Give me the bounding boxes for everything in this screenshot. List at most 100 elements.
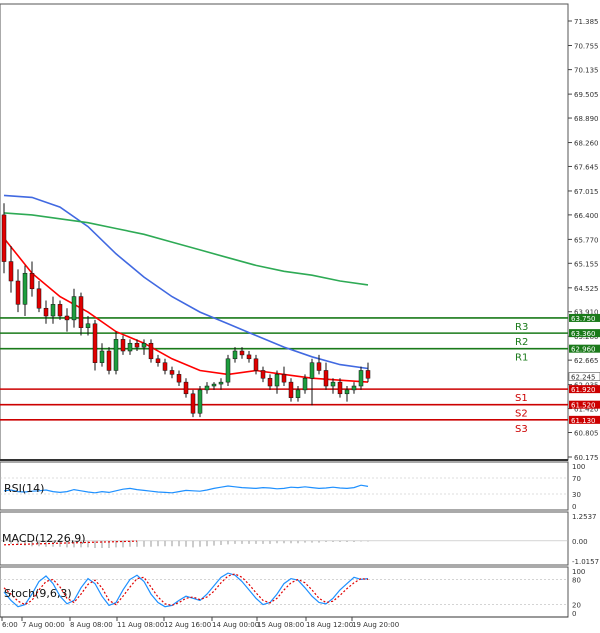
main-panel-frame xyxy=(0,3,569,461)
price-tick-label: 70.755 xyxy=(574,43,599,51)
price-tick-label: 62.665 xyxy=(574,357,599,365)
candle-down xyxy=(176,374,182,383)
time-tick-label: 18 Aug 12:00 xyxy=(306,621,353,629)
time-tick-label: 7 Aug 00:00 xyxy=(22,621,65,629)
candle-up xyxy=(141,342,147,348)
candle-down xyxy=(281,374,287,383)
candle-down xyxy=(323,370,329,387)
current-price-tag-bg xyxy=(568,372,600,381)
indicator-tick-label: 0 xyxy=(572,610,576,618)
candle-down xyxy=(169,370,175,375)
axis-labels: 71.385 70.755 70.135 69.505 68.890 68.260 67.6… xyxy=(1,18,600,629)
price-tick-label: 61.420 xyxy=(574,406,599,414)
moving-average-line xyxy=(3,237,369,383)
current-price-tag: 62.245 xyxy=(571,373,596,381)
rsi-title: RSI(14) xyxy=(4,482,44,495)
level-price-tag-bg xyxy=(569,400,600,409)
candle-down xyxy=(148,342,154,360)
candle-up xyxy=(127,342,133,352)
price-tick-label: 67.015 xyxy=(574,188,599,196)
time-tick-label: 14 Aug 00:00 xyxy=(212,621,259,629)
time-tick-label: 8 Aug 08:00 xyxy=(70,621,113,629)
macd-title: MACD(12,26,9) xyxy=(2,532,86,545)
level-price-tag: 63.360 xyxy=(571,330,596,338)
level-price-tag-bg xyxy=(569,344,600,353)
price-tick-label: 64.525 xyxy=(574,285,599,293)
candle-down xyxy=(8,261,14,282)
candle-up xyxy=(99,350,105,363)
stoch-k-line xyxy=(3,572,369,608)
candle-up xyxy=(225,358,231,383)
candle-up xyxy=(358,370,364,387)
candle-down xyxy=(29,272,35,290)
candle-down xyxy=(92,323,98,363)
price-tick-label: 68.890 xyxy=(574,115,599,123)
candle-up xyxy=(85,323,91,328)
price-tick-label: 66.400 xyxy=(574,212,599,220)
candle-up xyxy=(218,381,224,385)
candle-down xyxy=(1,214,7,262)
level-price-tag-bg xyxy=(569,313,600,322)
candle-down xyxy=(57,304,63,317)
candle-down xyxy=(253,358,259,371)
candle-up xyxy=(22,272,28,305)
stoch-d-line xyxy=(3,573,369,607)
candle-down xyxy=(246,354,252,360)
candle-down xyxy=(64,315,70,321)
level-price-tag: 63.750 xyxy=(571,315,596,323)
price-tick-label: 69.505 xyxy=(574,91,599,99)
moving-average-line xyxy=(3,194,369,370)
indicator-tick-label: 100 xyxy=(572,568,585,576)
level-label-r2: R2 xyxy=(515,337,528,348)
rsi-panel-frame xyxy=(0,461,569,511)
price-tick-label: 60.805 xyxy=(574,429,599,437)
candle-down xyxy=(78,296,84,328)
level-label-s2: S2 xyxy=(515,409,528,420)
level-label-s1: S1 xyxy=(515,393,528,404)
time-tick-label: 19 Aug 20:00 xyxy=(352,621,399,629)
macd-panel-frame xyxy=(0,511,569,566)
stoch-panel-frame xyxy=(0,566,569,618)
time-tick-label: 12 Aug 16:00 xyxy=(164,621,211,629)
indicator-tick-label: 1.2537 xyxy=(572,513,597,521)
candle-up xyxy=(330,381,336,387)
price-tick-label: 63.910 xyxy=(574,309,599,317)
candle-up xyxy=(309,362,315,379)
level-price-tag-bg xyxy=(569,385,600,394)
candle-up xyxy=(302,377,308,391)
level-label-s3: S3 xyxy=(515,424,528,435)
indicator-tick-label: 0 xyxy=(572,503,576,511)
level-price-tag-bg xyxy=(569,415,600,424)
indicator-tick-label: -1.0157 xyxy=(572,558,599,566)
candle-down xyxy=(288,381,294,398)
price-tick-label: 65.155 xyxy=(574,260,599,268)
candle-up xyxy=(351,385,357,391)
price-tick-label: 68.260 xyxy=(574,140,599,148)
level-price-tag: 61.520 xyxy=(571,402,596,410)
candle-down xyxy=(162,362,168,371)
panel-frames xyxy=(0,3,569,618)
candle-up xyxy=(71,296,77,321)
candle-down xyxy=(155,358,161,363)
candle-up xyxy=(344,389,350,395)
level-label-r3: R3 xyxy=(515,322,528,333)
candle-up xyxy=(113,339,119,371)
indicator-tick-label: 80 xyxy=(572,576,581,584)
indicator-tick-label: 30 xyxy=(572,491,581,499)
level-price-tag-bg xyxy=(569,329,600,338)
candle-down xyxy=(15,280,21,305)
candle-down xyxy=(43,307,49,317)
candle-down xyxy=(183,381,189,395)
price-tick-label: 67.645 xyxy=(574,163,599,171)
moving-average-line xyxy=(3,212,369,286)
indicator-lines xyxy=(0,477,568,608)
candle-down xyxy=(120,339,126,352)
moving-average-lines xyxy=(3,194,369,383)
indicator-tick-label: 70 xyxy=(572,475,581,483)
candle-down xyxy=(365,370,371,379)
rsi-line xyxy=(3,484,369,494)
price-tick-label: 71.385 xyxy=(574,18,599,26)
time-tick-label: 15 Aug 08:00 xyxy=(257,621,304,629)
level-price-tag: 61.130 xyxy=(571,417,596,425)
indicator-tick-label: 20 xyxy=(572,602,581,610)
